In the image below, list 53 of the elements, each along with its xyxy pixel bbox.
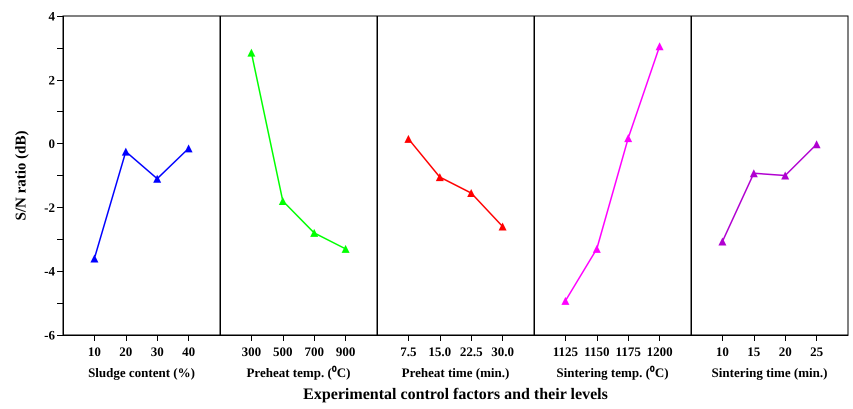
point — [436, 173, 444, 182]
x-tick-label: 30.0 — [491, 344, 514, 359]
x-tick-label: 30 — [150, 344, 164, 359]
point — [467, 189, 476, 198]
point — [812, 140, 821, 148]
y-tick-label: -6 — [44, 328, 56, 342]
x-tick-label: 300 — [242, 344, 262, 359]
text: Experimental control factors and their levels — [302, 386, 609, 404]
x-tick-label: 1125 — [552, 344, 579, 359]
y-tick-label: -4 — [44, 264, 56, 279]
point — [342, 244, 350, 253]
x-tick-label: 500 — [273, 344, 293, 359]
x-tick-label: 15 — [747, 344, 761, 359]
x-tick-label: 15.0 — [428, 344, 452, 359]
x-axis-title: Sintering temp. (⁰C) — [556, 365, 669, 380]
point — [561, 296, 570, 305]
x-axis-title: Preheat temp. (⁰C) — [246, 365, 351, 380]
x-tick-label: 700 — [304, 344, 324, 359]
point — [90, 254, 98, 262]
y-tick-label: -2 — [44, 200, 55, 215]
x-tick-label: 10 — [716, 344, 729, 359]
point — [404, 134, 412, 143]
point — [278, 197, 287, 206]
point — [750, 169, 758, 178]
x-tick-label: 1150 — [584, 344, 610, 359]
point — [592, 244, 601, 253]
x-tick-label: 1200 — [646, 344, 673, 359]
y-tick-label: 0 — [48, 136, 55, 152]
x-tick-label: 40 — [182, 344, 196, 359]
point — [498, 222, 507, 231]
x-tick-label: 10 — [88, 344, 101, 359]
point — [184, 144, 193, 152]
x-tick-label: 1175 — [616, 344, 642, 359]
point — [718, 238, 726, 246]
y-tick-label: 2 — [48, 72, 55, 88]
y-tick-label: 4 — [48, 8, 56, 24]
x-axis-title: Sludge content (%) — [88, 365, 195, 380]
x-tick-label: 20 — [778, 344, 792, 359]
point — [656, 42, 664, 50]
x-axis-title: Sintering time (min.) — [712, 365, 828, 380]
point — [153, 174, 162, 183]
point — [781, 172, 790, 180]
point — [247, 48, 256, 57]
x-tick-label: 25 — [810, 344, 824, 359]
x-tick-label: 20 — [119, 344, 132, 359]
point — [310, 228, 318, 237]
x-axis-title: Preheat time (min.) — [402, 365, 510, 380]
x-tick-label: 22.5 — [460, 344, 484, 359]
y-axis-title: S/N ratio (dB) — [14, 130, 30, 220]
x-tick-label: 900 — [336, 344, 356, 359]
x-tick-label: 7.5 — [400, 344, 418, 359]
point — [122, 148, 130, 156]
point — [624, 134, 632, 142]
